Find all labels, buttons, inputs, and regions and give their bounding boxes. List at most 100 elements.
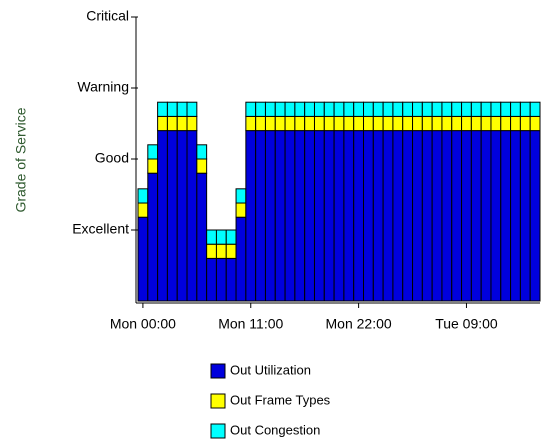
bar-segment xyxy=(294,130,306,302)
bar-segment xyxy=(333,130,345,302)
bar-segment xyxy=(431,130,443,302)
bar-segment xyxy=(500,115,512,132)
bar-segment xyxy=(294,101,306,117)
bar-segment xyxy=(284,130,296,302)
bar-segment xyxy=(137,202,149,218)
bar-segment xyxy=(510,115,521,132)
bar-segment xyxy=(500,130,512,302)
bar-segment xyxy=(343,101,355,117)
bar-segment xyxy=(392,130,404,302)
bar-segment xyxy=(372,101,384,117)
bar-segment xyxy=(284,101,296,117)
bar-segment xyxy=(264,101,276,117)
legend-swatch xyxy=(210,423,226,439)
bar-segment xyxy=(333,115,345,132)
bar-segment xyxy=(353,101,365,117)
bar-segment xyxy=(225,243,237,259)
bar-segment xyxy=(255,130,266,302)
bar-segment xyxy=(196,158,208,174)
bar-segment xyxy=(186,115,198,132)
bar-segment xyxy=(480,130,492,302)
bar-segment xyxy=(431,115,443,132)
bar-segment xyxy=(402,115,414,132)
bar-segment xyxy=(372,130,384,302)
bar-segment xyxy=(225,257,237,302)
bar-segment xyxy=(382,115,394,132)
bar-segment xyxy=(343,115,355,132)
legend-swatch xyxy=(210,393,226,409)
bar-segment xyxy=(412,115,423,132)
legend-label: Out Utilization xyxy=(230,362,311,377)
bar-segment xyxy=(461,130,472,302)
bar-segment xyxy=(245,130,257,302)
bar-segment xyxy=(196,172,208,302)
bar-segment xyxy=(137,188,149,204)
legend-swatch xyxy=(210,363,226,379)
bar-segment xyxy=(392,115,404,132)
bar-segment xyxy=(186,130,198,302)
bar-segment xyxy=(206,257,217,302)
y-axis-title: Grade of Service xyxy=(13,107,29,212)
bar-segment xyxy=(461,115,472,132)
bar-segment xyxy=(166,115,178,132)
legend-label: Out Frame Types xyxy=(230,392,331,407)
x-tick-label: Mon 22:00 xyxy=(326,316,392,332)
bar-segment xyxy=(206,229,217,245)
bar-segment xyxy=(274,101,286,117)
bar-segment xyxy=(304,115,315,132)
x-tick-label: Mon 11:00 xyxy=(218,316,283,332)
bar-segment xyxy=(176,115,188,132)
bar-segment xyxy=(137,216,149,302)
bar-segment xyxy=(147,144,159,160)
legend-label: Out Congestion xyxy=(230,422,320,437)
y-tick-label: Good xyxy=(95,150,129,166)
bar-segment xyxy=(264,130,276,302)
bar-segment xyxy=(245,101,257,117)
bar-segment xyxy=(451,101,463,117)
bar-segment xyxy=(510,130,521,302)
bar-segment xyxy=(461,101,472,117)
bar-segment xyxy=(412,101,423,117)
bar-segment xyxy=(147,172,159,302)
x-tick-label: Tue 09:00 xyxy=(435,316,498,332)
bar-segment xyxy=(519,115,531,132)
bar-segment xyxy=(382,130,394,302)
bar-segment xyxy=(333,101,345,117)
bar-segment xyxy=(206,243,217,259)
bar-segment xyxy=(470,101,482,117)
bar-segment xyxy=(363,115,374,132)
bar-segment xyxy=(284,115,296,132)
bar-segment xyxy=(323,130,335,302)
bar-segment xyxy=(441,130,453,302)
bar-segment xyxy=(176,101,188,117)
bar-segment xyxy=(313,130,325,302)
bar-segment xyxy=(225,229,237,245)
bar-segment xyxy=(510,101,521,117)
bar-segment xyxy=(313,101,325,117)
bar-segment xyxy=(441,101,453,117)
bar-segment xyxy=(363,130,374,302)
bar-segment xyxy=(235,216,247,302)
bar-segment xyxy=(215,257,227,302)
bar-segment xyxy=(245,115,257,132)
bar-segment xyxy=(157,130,168,302)
bar-segment xyxy=(235,202,247,218)
bar-segment xyxy=(490,130,502,302)
bar-segment xyxy=(274,115,286,132)
bar-segment xyxy=(255,101,266,117)
bar-segment xyxy=(421,115,433,132)
bar-segment xyxy=(147,158,159,174)
bar-segment xyxy=(480,115,492,132)
bar-segment xyxy=(382,101,394,117)
bar-segment xyxy=(313,115,325,132)
bar-segment xyxy=(490,115,502,132)
y-tick-label: Critical xyxy=(86,8,129,24)
bar-segment xyxy=(215,229,227,245)
bar-segment xyxy=(294,115,306,132)
bar-segment xyxy=(470,115,482,132)
bar-segment xyxy=(451,115,463,132)
bar-segment xyxy=(274,130,286,302)
bar-segment xyxy=(529,130,541,302)
bar-segment xyxy=(421,130,433,302)
